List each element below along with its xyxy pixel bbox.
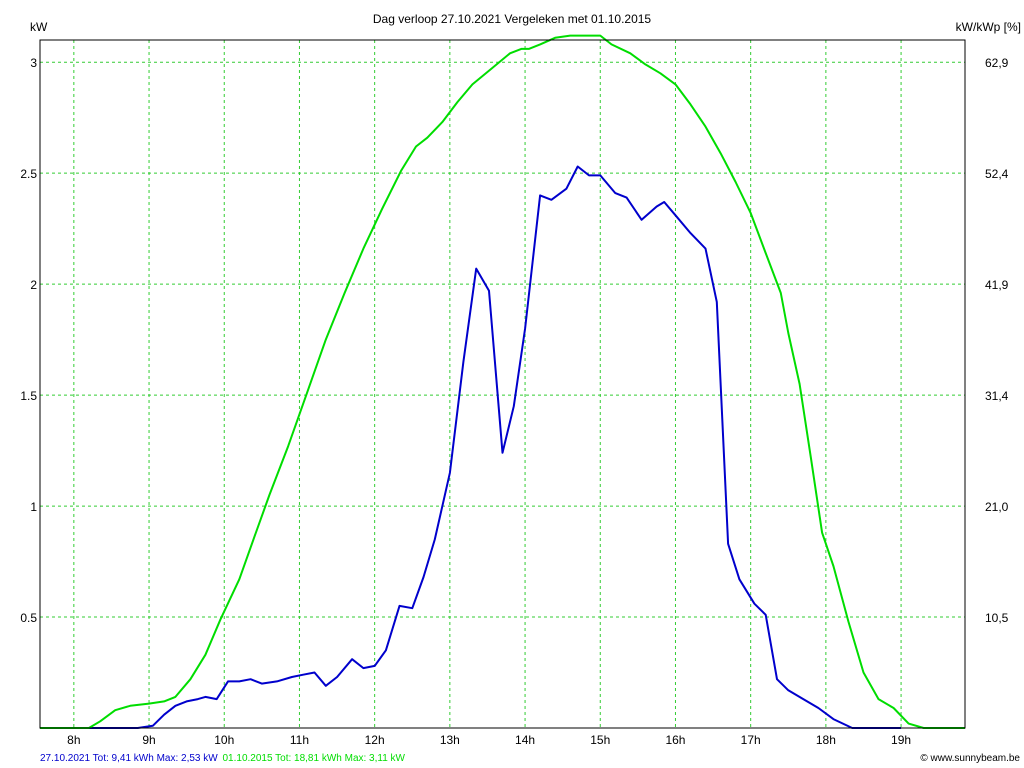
x-tick-label: 17h — [741, 733, 761, 747]
x-tick-label: 15h — [590, 733, 610, 747]
x-tick-label: 12h — [365, 733, 385, 747]
x-tick-label: 19h — [891, 733, 911, 747]
x-tick-label: 9h — [142, 733, 155, 747]
y-tick-label-right: 41,9 — [985, 278, 1009, 292]
y-tick-label-left: 1 — [30, 500, 37, 514]
y-tick-label-left: 1.5 — [20, 389, 37, 403]
x-tick-label: 14h — [515, 733, 535, 747]
legend-2021: 27.10.2021 Tot: 9,41 kWh Max: 2,53 kW — [40, 753, 218, 764]
x-tick-label: 16h — [665, 733, 685, 747]
x-tick-label: 11h — [290, 733, 309, 747]
series — [40, 34, 965, 729]
x-tick-label: 13h — [440, 733, 460, 747]
y-axis-label-left: kW — [30, 20, 48, 34]
y-tick-label-left: 2 — [30, 278, 37, 292]
series-line-2015 — [40, 34, 965, 729]
y-tick-label-right: 52,4 — [985, 167, 1009, 181]
x-tick-label: 8h — [67, 733, 80, 747]
legend-2015: 01.10.2015 Tot: 18,81 kWh Max: 3,11 kW — [222, 753, 405, 764]
x-tick-label: 10h — [214, 733, 234, 747]
y-tick-label-right: 62,9 — [985, 56, 1009, 70]
series-line-2021 — [40, 165, 902, 729]
chart-title: Dag verloop 27.10.2021 Vergeleken met 01… — [373, 12, 652, 26]
tick-labels: 8h 9h 10h 11h 12h 13h 14h 15h 16h 17h 18h 19h 0.5 10,… — [20, 56, 1008, 747]
y-tick-label-right: 31,4 — [985, 389, 1009, 403]
y-tick-label-left: 0.5 — [20, 611, 37, 625]
footer-legend: 27.10.2021 Tot: 9,41 kWh Max: 2,53 kW 01… — [40, 753, 406, 764]
grid — [40, 40, 965, 728]
credit-text: © www.sunnybeam.be — [920, 753, 1020, 764]
y-tick-label-right: 21,0 — [985, 500, 1009, 514]
y-tick-label-right: 10,5 — [985, 611, 1009, 625]
x-tick-label: 18h — [816, 733, 836, 747]
y-axis-label-right: kW/kWp [%] — [956, 20, 1021, 34]
y-tick-label-left: 2.5 — [20, 167, 37, 181]
plot-frame — [39, 39, 966, 729]
y-tick-label-left: 3 — [30, 56, 37, 70]
